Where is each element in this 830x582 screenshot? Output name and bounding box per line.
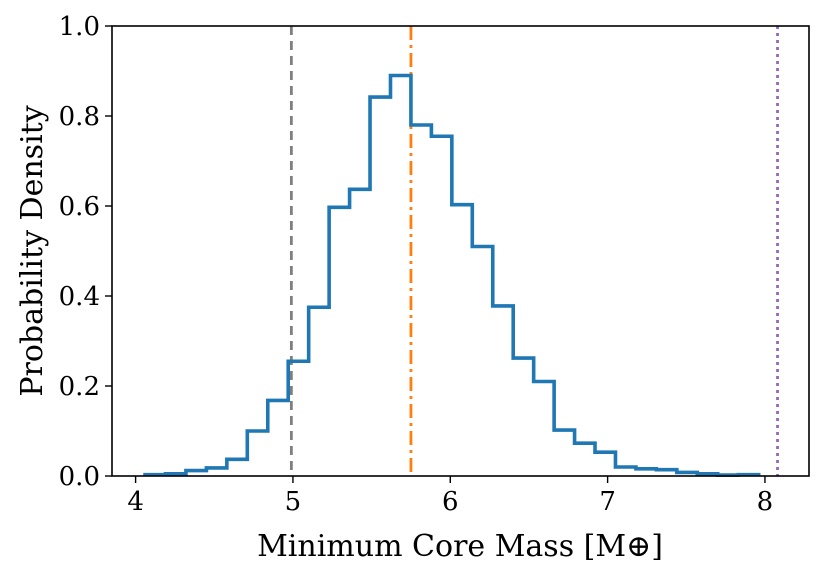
histogram-bin <box>247 431 267 476</box>
histogram-step-line <box>143 73 761 477</box>
x-tick-label: 6 <box>442 487 459 517</box>
axes-frame <box>111 25 810 477</box>
y-tick-label: 0.0 <box>59 462 100 492</box>
y-tick-label: 0.8 <box>59 102 100 132</box>
y-tick-label: 0.6 <box>59 192 100 222</box>
x-tick-label: 8 <box>757 487 774 517</box>
histogram-bin <box>575 443 595 476</box>
histogram-bin <box>513 358 533 476</box>
histogram-bin <box>288 361 308 476</box>
histogram-bin <box>493 306 513 476</box>
y-axis-label: Probability Density <box>15 105 50 396</box>
histogram-bin <box>329 207 349 476</box>
histogram-bin <box>309 307 329 476</box>
x-tick-label: 4 <box>127 487 144 517</box>
histogram-series <box>143 73 761 477</box>
histogram-bin <box>350 189 370 476</box>
histogram-bin <box>268 400 288 476</box>
histogram-bin <box>411 125 431 476</box>
histogram-bin <box>431 136 451 476</box>
histogram-bin <box>227 459 247 476</box>
y-tick-label: 0.4 <box>59 282 100 312</box>
histogram-bin <box>390 76 410 477</box>
histogram-bin <box>472 247 492 477</box>
histogram-bin <box>595 452 615 476</box>
histogram-bin <box>534 382 554 477</box>
x-axis-label: Minimum Core Mass [M⊕] <box>257 529 663 564</box>
histogram-bin <box>370 97 390 476</box>
axis-ticks: 4 5 6 7 8 0.0 0.2 0.4 0.6 0.8 1.0 <box>59 12 774 517</box>
histogram-bin <box>554 430 574 476</box>
y-tick-label: 1.0 <box>59 12 100 42</box>
x-tick-label: 5 <box>285 487 302 517</box>
x-tick-label: 7 <box>599 487 616 517</box>
histogram-bin <box>452 205 472 476</box>
y-tick-label: 0.2 <box>59 372 100 402</box>
